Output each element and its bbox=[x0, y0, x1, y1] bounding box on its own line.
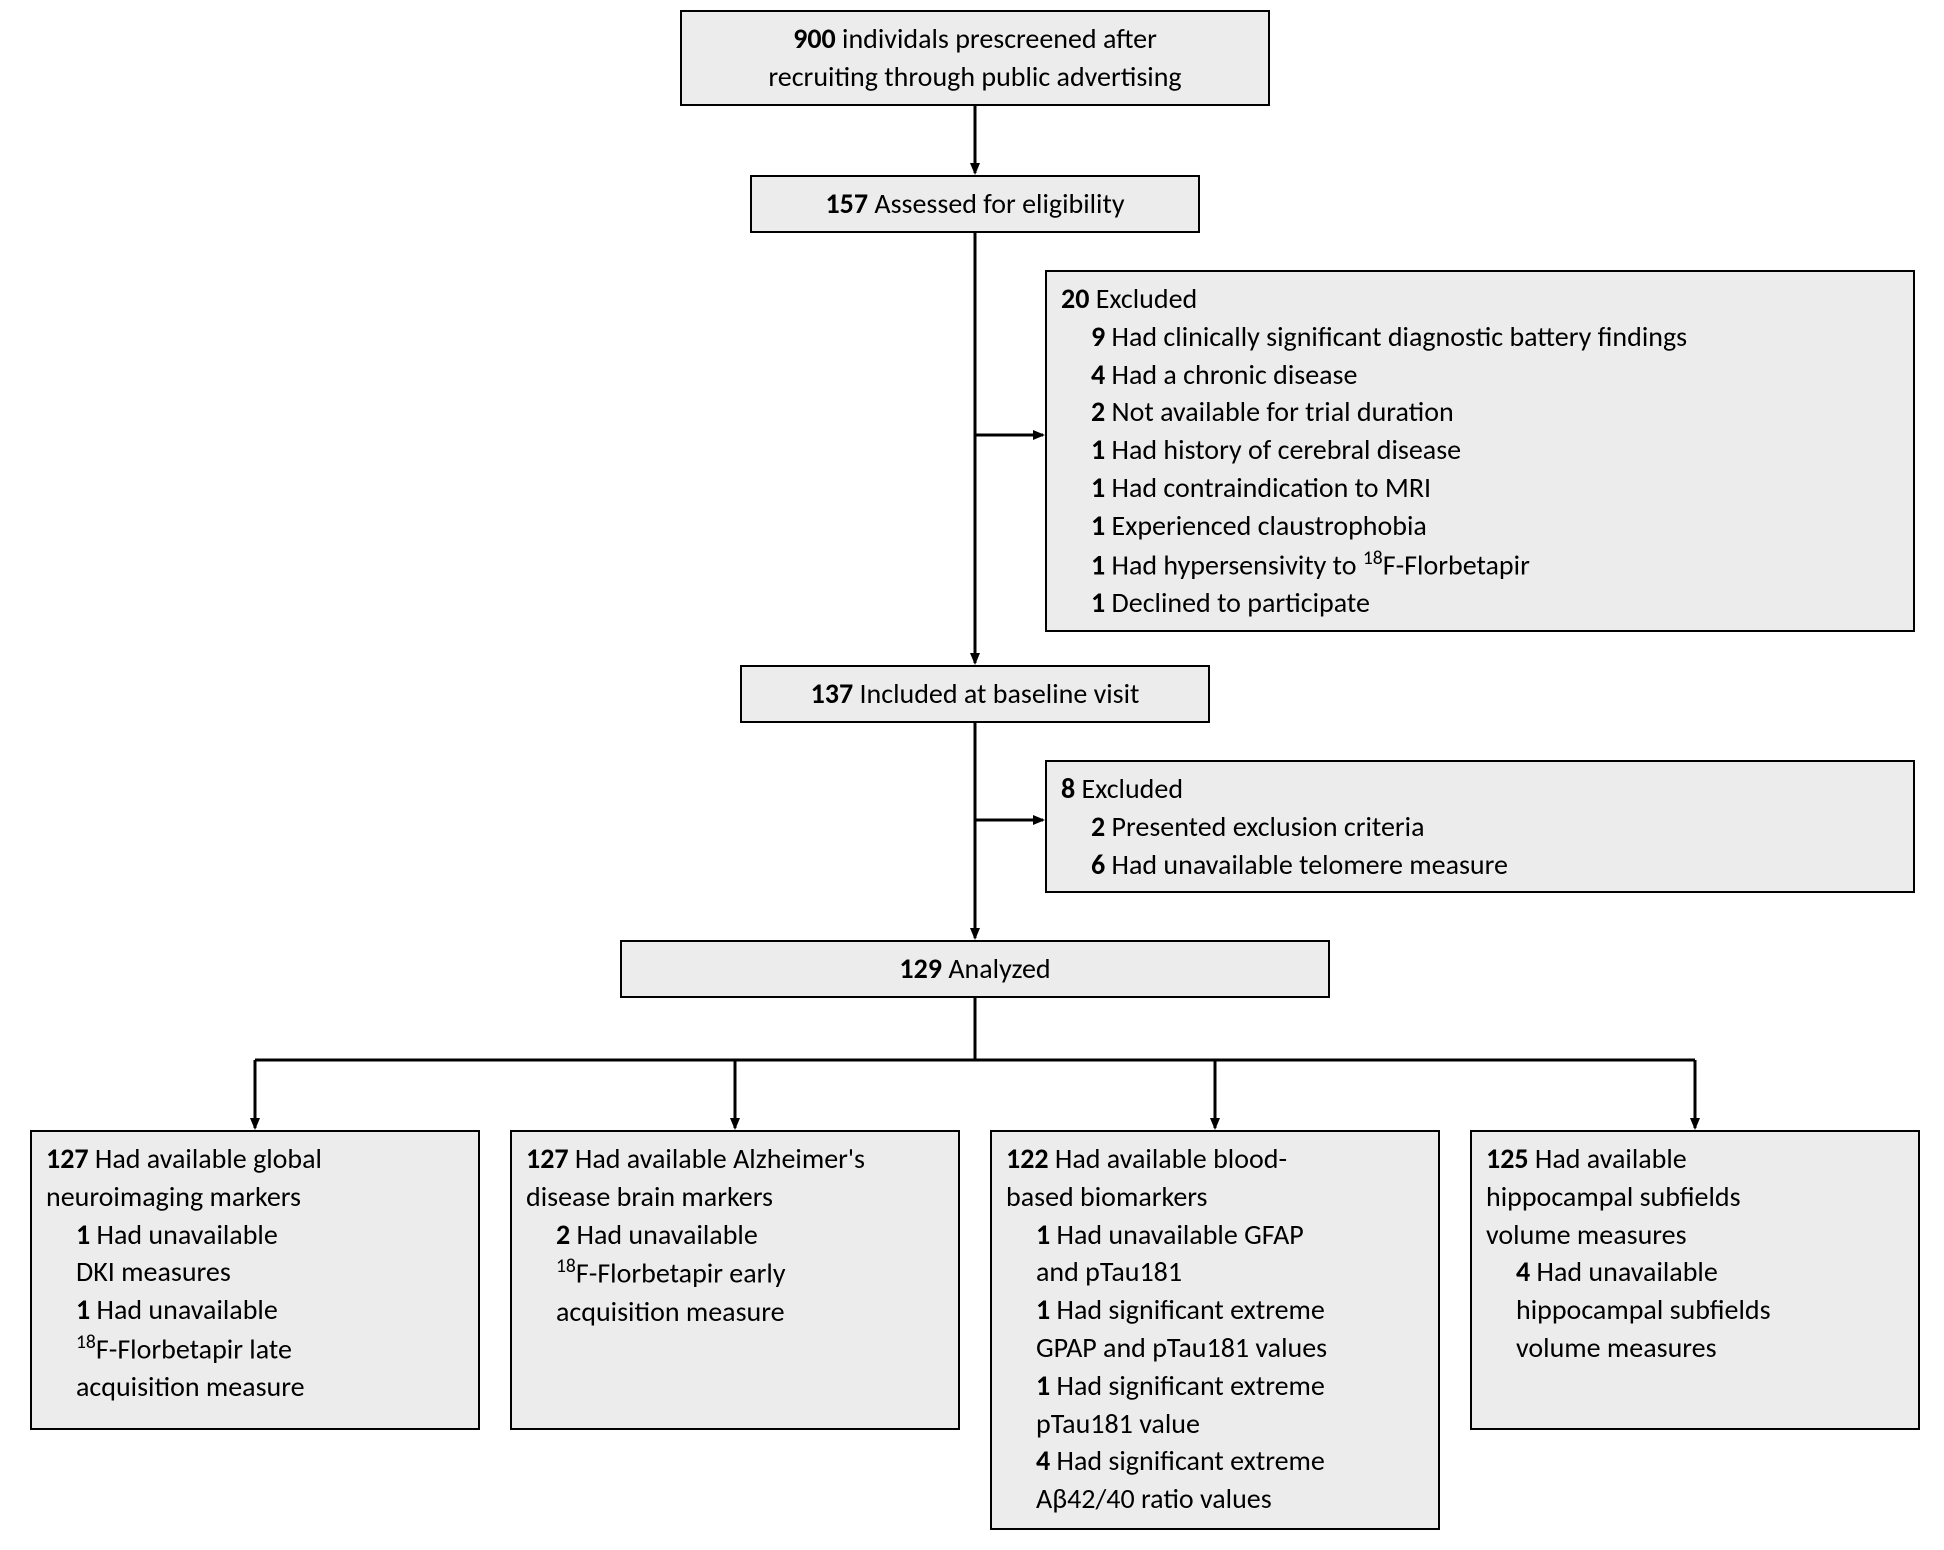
flow-node-n2: 157 Assessed for eligibility bbox=[750, 175, 1200, 233]
flow-node-b2: 127 Had available Alzheimer'sdisease bra… bbox=[510, 1130, 960, 1430]
flow-node-b4: 125 Had availablehippocampal subfieldsvo… bbox=[1470, 1130, 1920, 1430]
flow-node-ex1: 20 Excluded9 Had clinically significant … bbox=[1045, 270, 1915, 632]
flow-node-ex2: 8 Excluded2 Presented exclusion criteria… bbox=[1045, 760, 1915, 893]
flow-node-b1: 127 Had available globalneuroimaging mar… bbox=[30, 1130, 480, 1430]
flow-node-n1: 900 individals prescreened afterrecruiti… bbox=[680, 10, 1270, 106]
flow-node-b3: 122 Had available blood-based biomarkers… bbox=[990, 1130, 1440, 1530]
flow-node-n4: 129 Analyzed bbox=[620, 940, 1330, 998]
flowchart-canvas: 900 individals prescreened afterrecruiti… bbox=[0, 0, 1944, 1550]
flow-node-n3: 137 Included at baseline visit bbox=[740, 665, 1210, 723]
